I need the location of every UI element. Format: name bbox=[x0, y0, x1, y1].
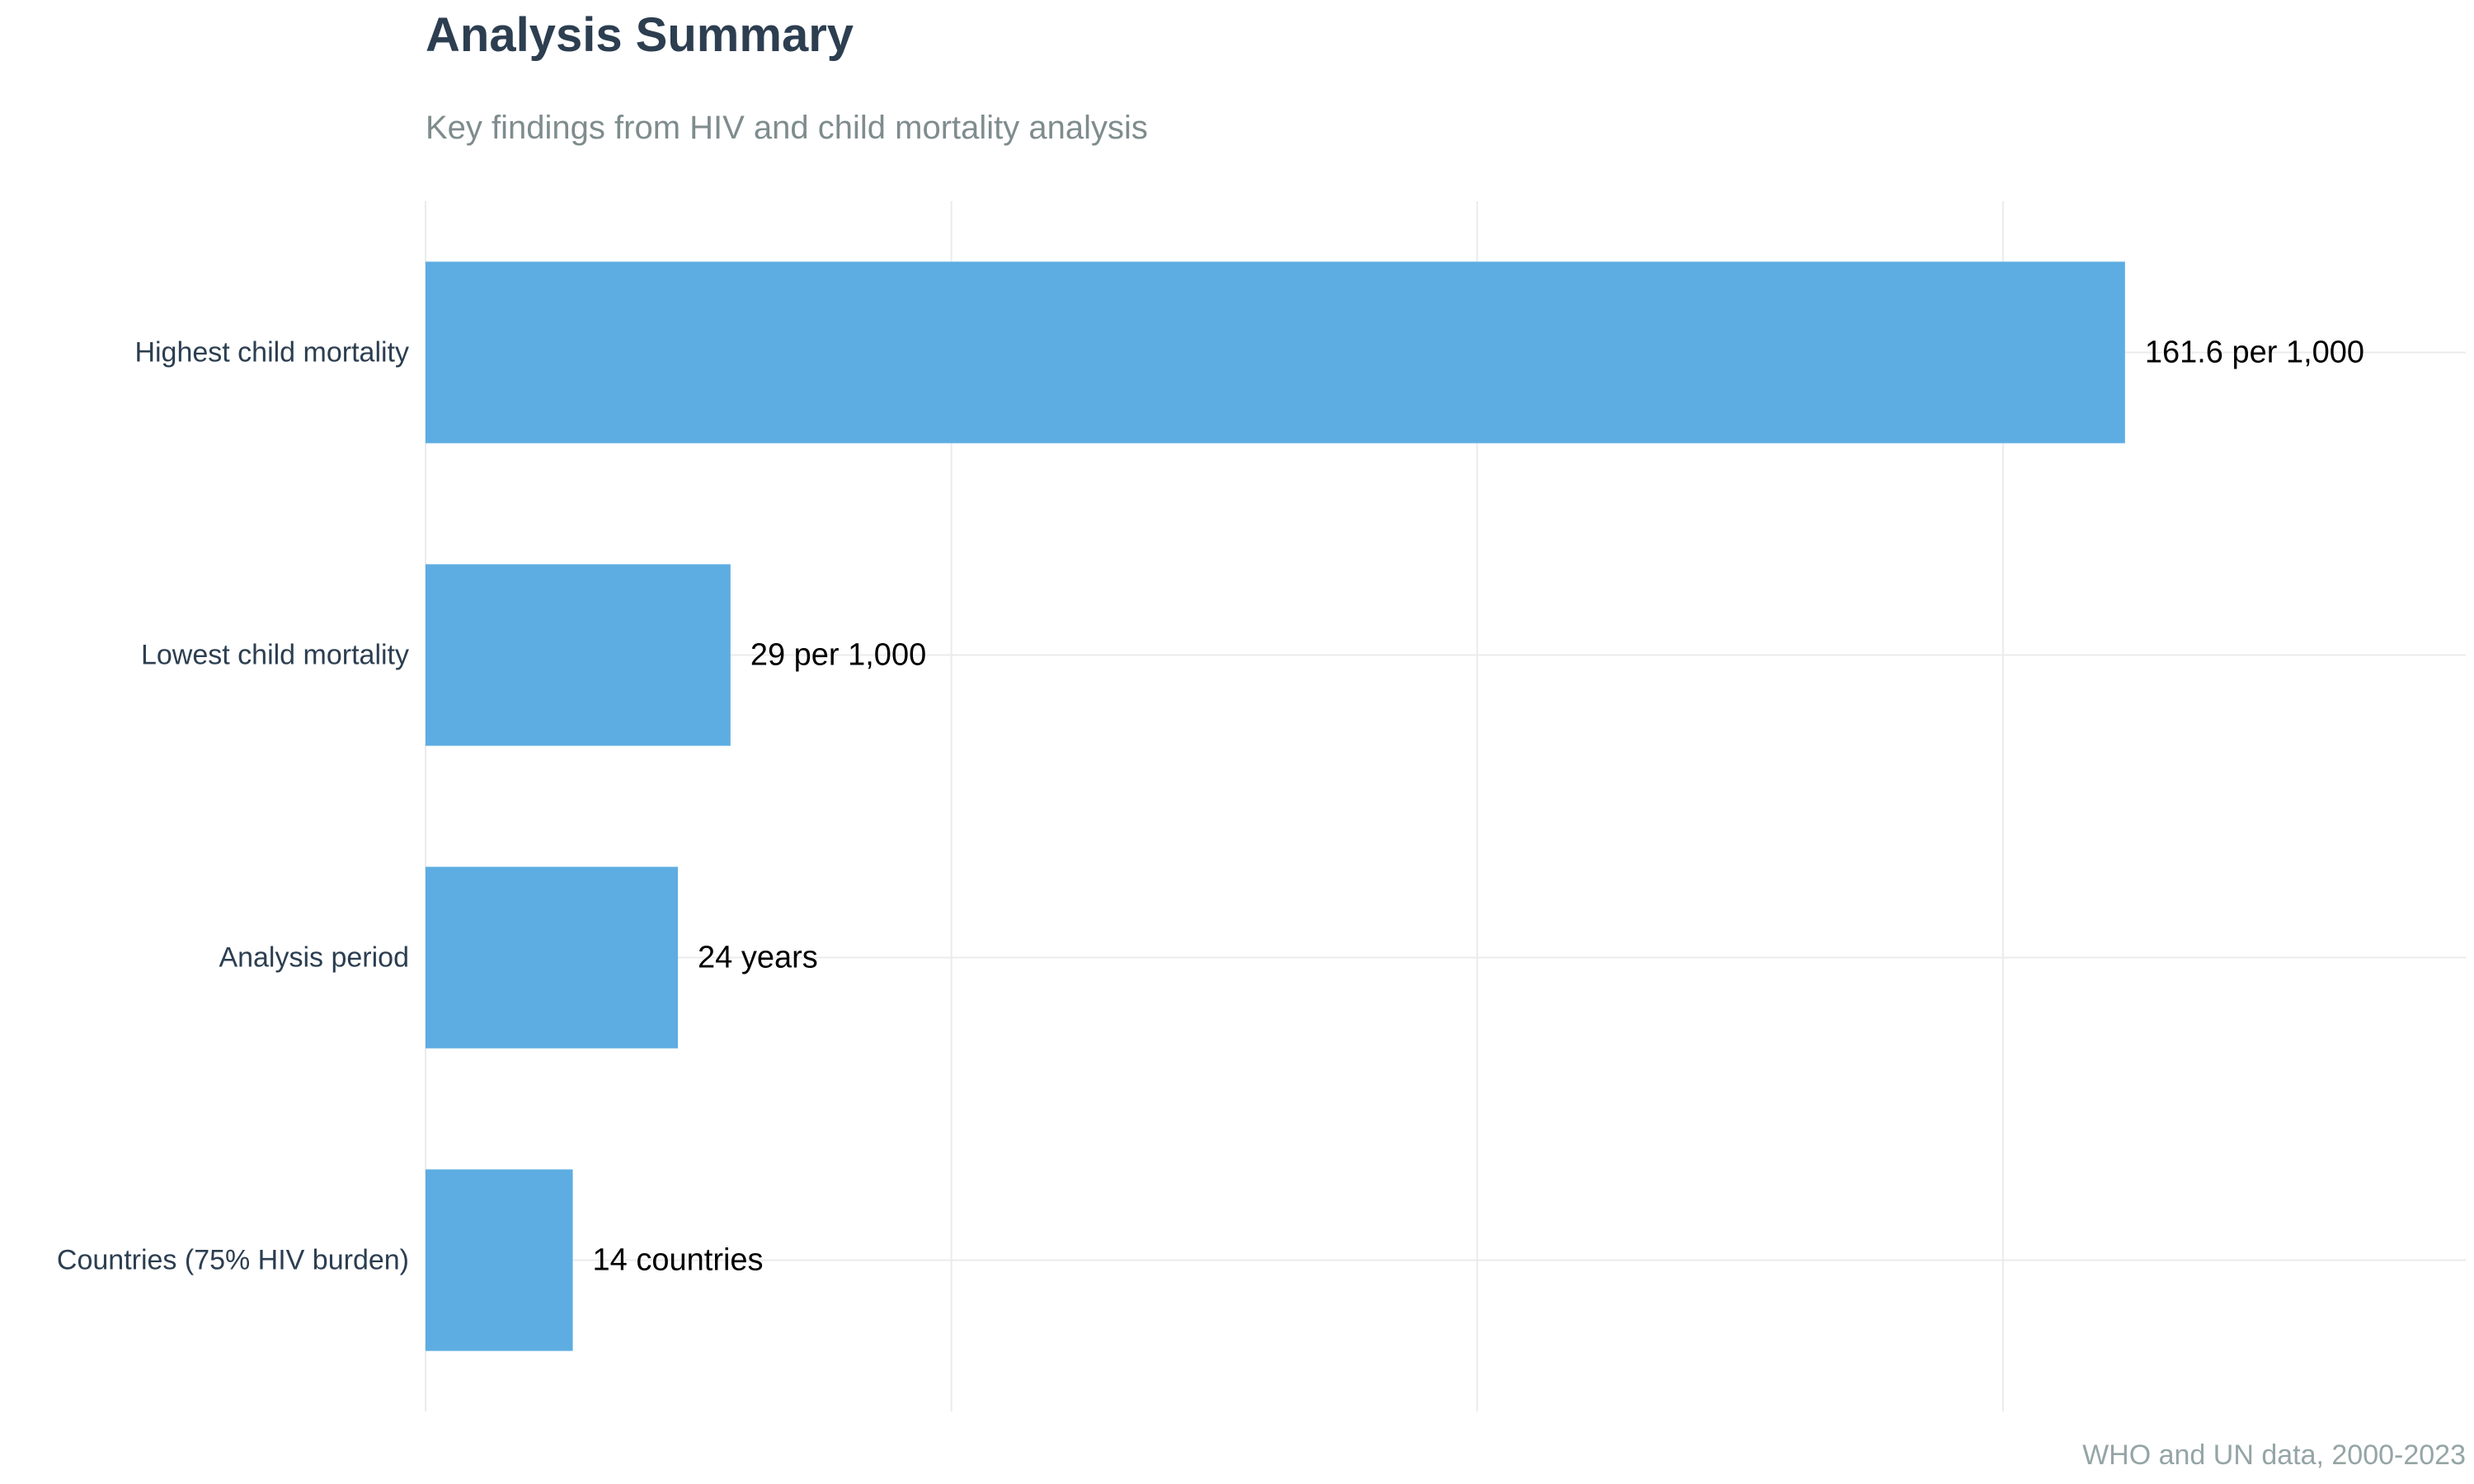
value-label: 29 per 1,000 bbox=[750, 638, 926, 673]
bars bbox=[426, 261, 2125, 1351]
value-labels: 161.6 per 1,000 29 per 1,000 24 years 14 co… bbox=[593, 336, 2365, 1278]
chart-caption: WHO and UN data, 2000-2023 bbox=[2082, 1439, 2466, 1471]
value-label: 24 years bbox=[698, 941, 818, 975]
category-labels: Highest child mortality Lowest child mort… bbox=[57, 337, 409, 1276]
bar bbox=[426, 866, 679, 1049]
bar bbox=[426, 564, 731, 746]
category-label: Highest child mortality bbox=[134, 337, 409, 369]
bar bbox=[426, 261, 2125, 444]
value-label: 161.6 per 1,000 bbox=[2145, 336, 2364, 370]
chart-subtitle: Key findings from HIV and child mortalit… bbox=[426, 110, 1148, 146]
category-label: Analysis period bbox=[219, 942, 409, 974]
category-label: Countries (75% HIV burden) bbox=[57, 1245, 409, 1276]
bar bbox=[426, 1169, 573, 1351]
value-label: 14 countries bbox=[593, 1243, 764, 1278]
chart-title: Analysis Summary bbox=[426, 8, 854, 62]
category-label: Lowest child mortality bbox=[141, 640, 409, 671]
